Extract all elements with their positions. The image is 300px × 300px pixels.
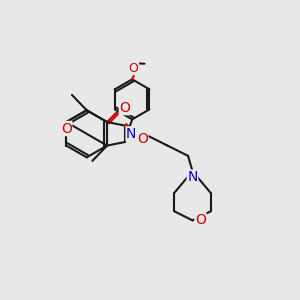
Text: O: O [195, 213, 206, 227]
Text: O: O [137, 132, 148, 146]
Text: N: N [187, 170, 198, 184]
Text: N: N [126, 127, 136, 141]
Text: O: O [119, 100, 130, 115]
Text: O: O [129, 61, 139, 75]
Text: O: O [61, 122, 72, 136]
